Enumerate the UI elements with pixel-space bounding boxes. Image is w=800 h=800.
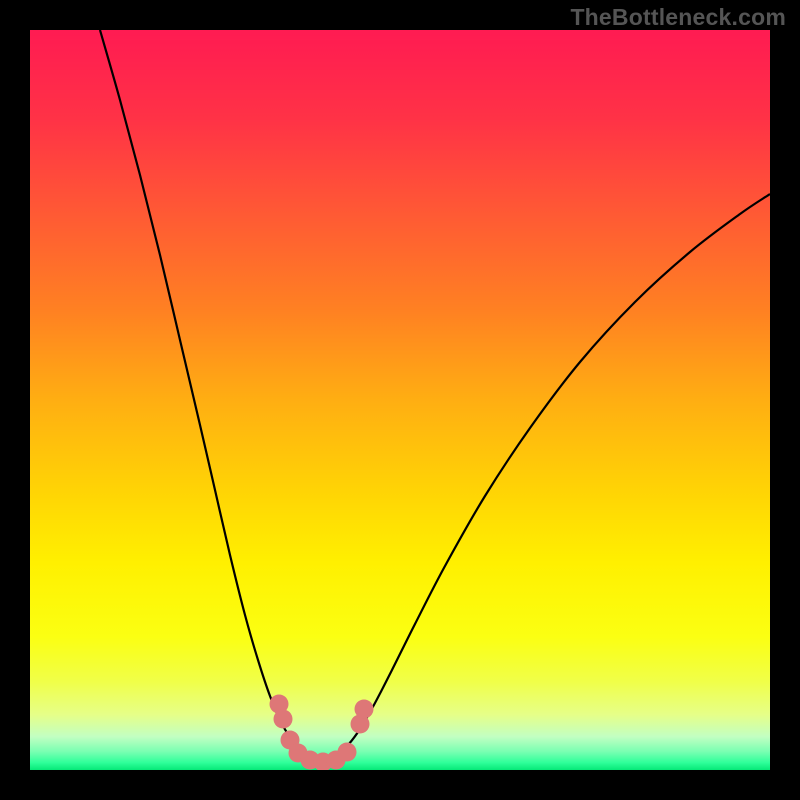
- watermark-text: TheBottleneck.com: [570, 4, 786, 31]
- curve-marker: [355, 700, 374, 719]
- bottleneck-curve: [100, 30, 770, 761]
- curve-marker: [338, 743, 357, 762]
- plot-area: [30, 30, 770, 770]
- chart-frame: TheBottleneck.com: [0, 0, 800, 800]
- chart-svg: [30, 30, 770, 770]
- curve-marker: [274, 710, 293, 729]
